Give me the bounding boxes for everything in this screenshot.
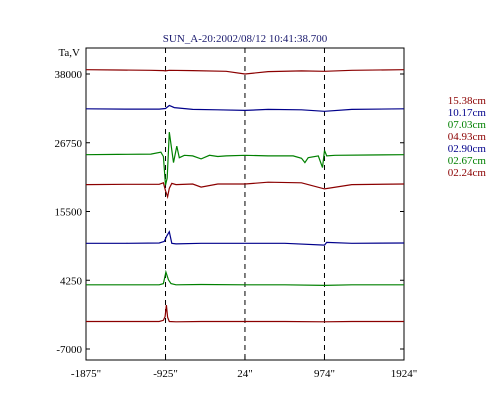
x-tick-label-4: 1924" xyxy=(391,368,418,380)
series-traces xyxy=(85,69,405,323)
x-tick-label-1: -925" xyxy=(153,368,178,380)
y-axis-label: Ta,V xyxy=(58,47,80,59)
legend-entry-4: 02.90cm xyxy=(448,143,487,155)
series-line-6 xyxy=(86,305,404,323)
legend-entry-5: 02.67cm xyxy=(448,155,487,167)
series-line-3 xyxy=(85,181,405,200)
series-line-4 xyxy=(86,230,405,246)
legend-entry-2: 07.03cm xyxy=(448,119,487,131)
y-tick-label-3: 4250 xyxy=(60,275,83,287)
y-axis-ticks: 38000 26750 15500 4250 -7000 xyxy=(55,69,404,356)
chart-title: SUN_A-20:2002/08/12 10:41:38.700 xyxy=(163,33,328,45)
y-tick-label-0: 38000 xyxy=(55,69,83,81)
series-line-2 xyxy=(85,132,405,186)
legend-entry-6: 02.24cm xyxy=(448,167,487,179)
legend-entry-1: 10.17cm xyxy=(448,107,487,119)
legend-entry-0: 15.38cm xyxy=(448,95,487,107)
series-line-5 xyxy=(86,269,404,287)
legend-entry-3: 04.93cm xyxy=(448,131,487,143)
series-line-1 xyxy=(85,104,405,112)
grid-lines xyxy=(165,48,325,360)
x-tick-label-0: -1875" xyxy=(71,368,101,380)
y-tick-label-2: 15500 xyxy=(55,207,83,219)
y-tick-label-4: -7000 xyxy=(56,344,82,356)
legend: 15.38cm10.17cm07.03cm04.93cm02.90cm02.67… xyxy=(448,95,487,179)
x-tick-label-3: 974" xyxy=(314,368,335,380)
y-tick-label-1: 26750 xyxy=(55,138,83,150)
x-axis-ticks: -1875" -925" 24" 974" 1924" xyxy=(71,356,417,380)
series-line-0 xyxy=(85,69,405,75)
x-tick-label-2: 24" xyxy=(237,368,253,380)
